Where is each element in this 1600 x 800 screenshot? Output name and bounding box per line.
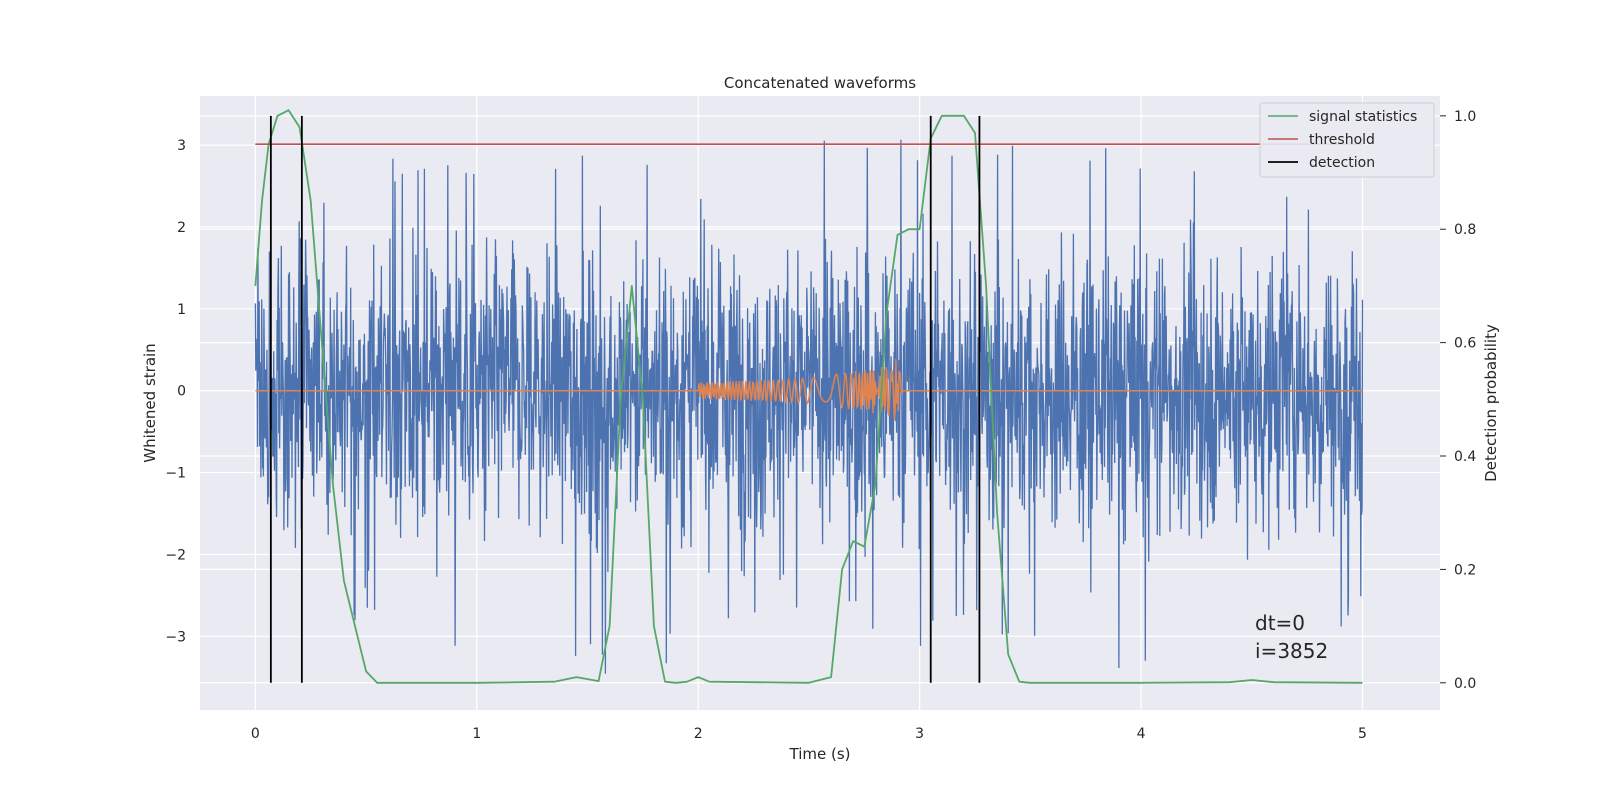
annotation-index: i=3852: [1255, 639, 1328, 663]
tick-labels: 0 1 2 3 4 5 −3 −2 −1 0 1 2 3 0.0 0.2 0.4 0.6 0.8 1.0: [165, 109, 1476, 742]
y-tick-label-1: −2: [165, 547, 186, 563]
y-right-tick-label-2: 0.4: [1454, 449, 1476, 465]
strain-noise-line: [254, 139, 1364, 674]
y-tick-label-4: 1: [177, 302, 186, 318]
y-right-tick-label-4: 0.8: [1454, 222, 1476, 238]
x-tick-label-0: 0: [251, 726, 260, 742]
y-right-tick-label-1: 0.2: [1454, 562, 1476, 578]
legend-label-detection: detection: [1309, 155, 1375, 171]
signal-statistics-line: [254, 109, 1363, 684]
y-axis-label: Whitened strain: [141, 343, 159, 462]
y-tick-label-2: −1: [165, 466, 186, 482]
chart-title: Concatenated waveforms: [724, 74, 916, 92]
plot-area: [254, 109, 1364, 684]
x-tick-label-1: 1: [472, 726, 481, 742]
injected-signal-line: [255, 358, 1363, 420]
y-right-tick-label-0: 0.0: [1454, 676, 1476, 692]
y-right-tick-label-3: 0.6: [1454, 336, 1476, 352]
annotation-dt: dt=0: [1255, 611, 1305, 635]
x-tick-label-3: 3: [915, 726, 924, 742]
y-tick-label-0: −3: [165, 629, 186, 645]
legend-label-threshold: threshold: [1309, 132, 1375, 148]
y-tick-label-3: 0: [177, 384, 186, 400]
legend: signal statistics threshold detection: [1259, 102, 1435, 178]
x-tick-label-5: 5: [1358, 726, 1367, 742]
legend-label-signal-statistics: signal statistics: [1309, 109, 1417, 125]
x-tick-label-2: 2: [694, 726, 703, 742]
x-axis-label: Time (s): [789, 745, 851, 763]
y-tick-label-5: 2: [177, 220, 186, 236]
y-tick-label-6: 3: [177, 138, 186, 154]
y-right-tick-label-5: 1.0: [1454, 109, 1476, 125]
legend-box: [1259, 102, 1435, 178]
y-axis-right-label: Detection probability: [1482, 324, 1500, 482]
x-tick-label-4: 4: [1137, 726, 1146, 742]
